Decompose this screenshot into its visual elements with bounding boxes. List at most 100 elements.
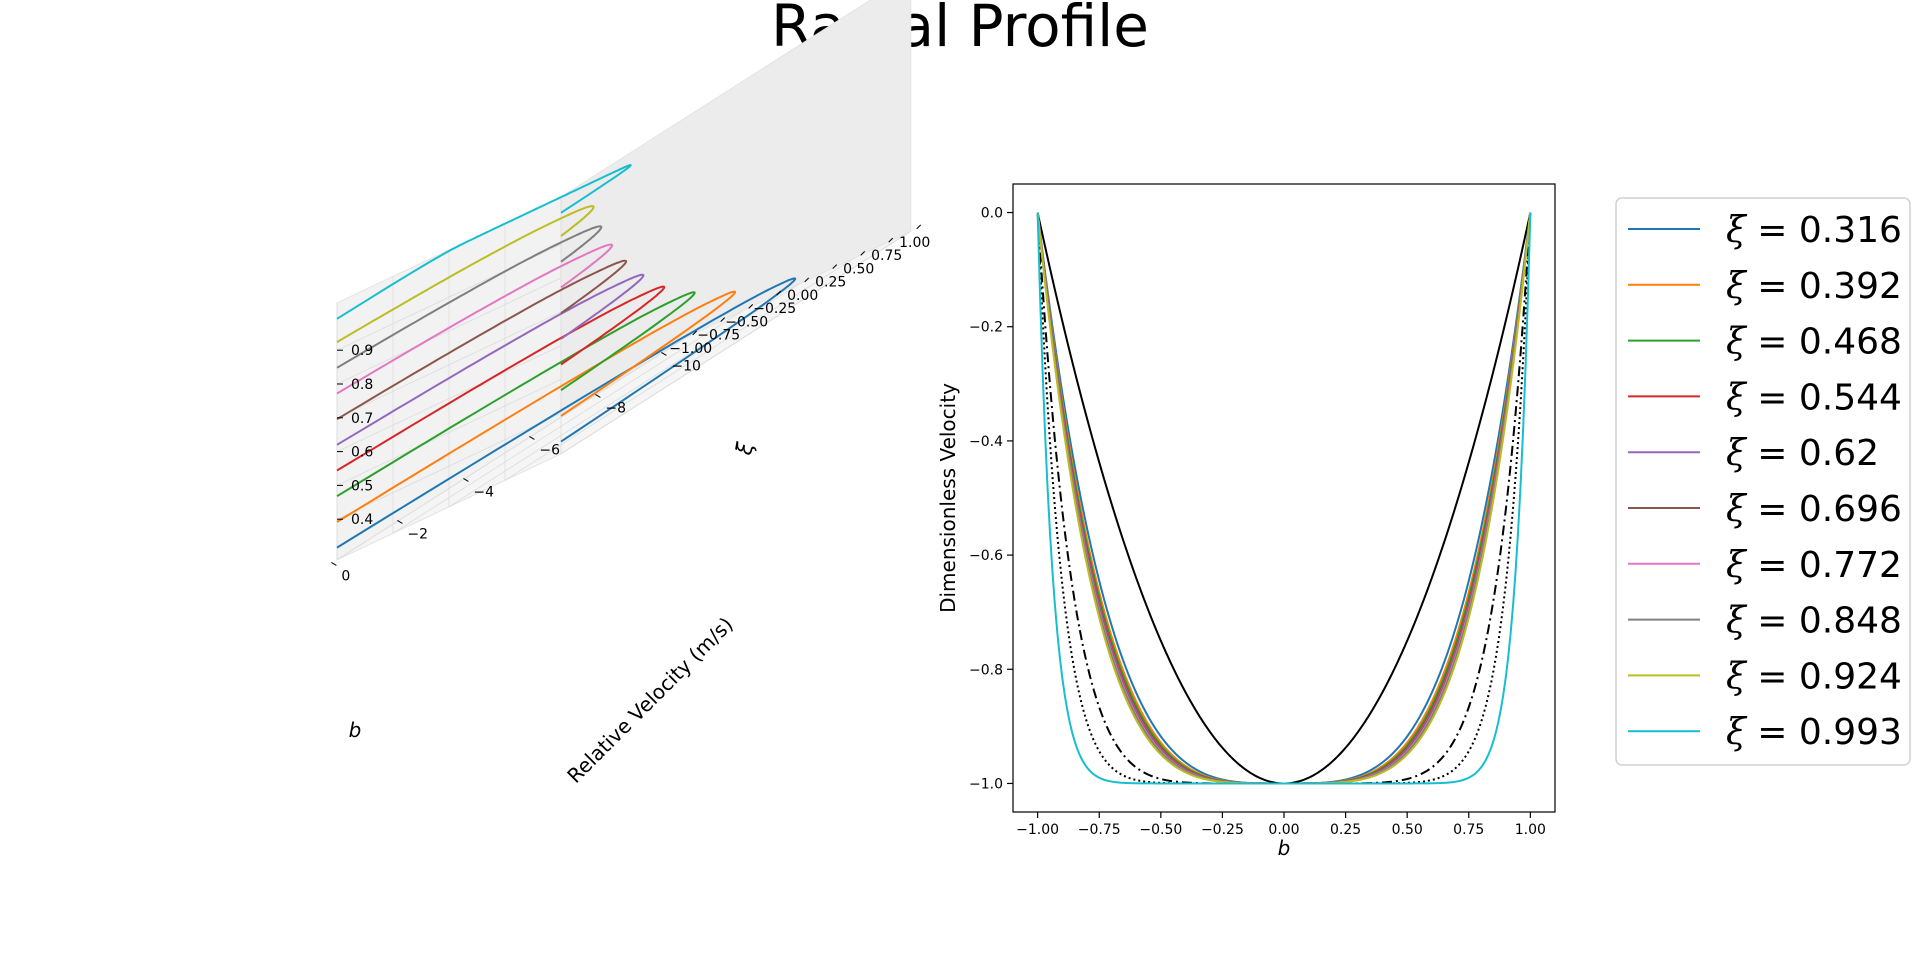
b-tick-mark	[860, 251, 866, 256]
legend-box	[1615, 197, 1911, 766]
series-3d-line-6	[336, 259, 628, 421]
series-3d-line-8	[336, 225, 603, 369]
reference-curve-solid	[1036, 212, 1532, 785]
b-axis-label: b	[349, 718, 362, 742]
legend-label: ξ = 0.316	[1726, 210, 1902, 251]
x-tick-label: 0.75	[1453, 822, 1484, 838]
b-tick-mark	[804, 277, 810, 283]
legend-label: ξ = 0.993	[1726, 712, 1902, 753]
reference-curve-dashed	[1036, 212, 1532, 785]
xi-tick-label: 0.8	[351, 377, 373, 393]
x-tick-label: −0.25	[1201, 822, 1244, 838]
series-3d-line-4	[336, 285, 666, 472]
plot-area-2d	[1036, 212, 1532, 785]
legend-label: ξ = 0.848	[1726, 601, 1902, 642]
b-tick-label: 0.75	[871, 248, 902, 264]
chart-3d-velocity: 1.000.750.500.250.00−0.25−0.50−0.75−1.00…	[331, 0, 930, 788]
x-tick-label: 0.50	[1392, 822, 1423, 838]
grid-line	[504, 257, 856, 481]
b-tick-label: 0.50	[843, 261, 874, 277]
v-tick-mark	[463, 477, 469, 482]
series-line-2	[1036, 212, 1532, 785]
x-tick-label: −0.50	[1139, 822, 1182, 838]
v-tick-mark	[331, 561, 337, 566]
x-tick-label: 0.25	[1330, 822, 1361, 838]
y-tick-label: −0.4	[969, 434, 1003, 450]
grid-line	[392, 310, 744, 534]
series-line-10	[1036, 212, 1532, 785]
series-line-7	[1036, 212, 1532, 785]
b-tick-mark	[720, 317, 726, 322]
xi-tick-label: 0.5	[351, 478, 373, 494]
v-tick-label: 0	[341, 568, 350, 584]
series-3d-line-9	[336, 205, 595, 343]
y-tick-label: 0.0	[981, 206, 1003, 222]
v-tick-label: −4	[473, 484, 494, 500]
x-tick-label: −1.00	[1016, 822, 1059, 838]
b-tick-mark	[776, 290, 782, 296]
b-tick-mark	[916, 224, 922, 230]
series-line-1	[1036, 212, 1532, 785]
b-tick-mark	[888, 237, 894, 243]
series-line-6	[1036, 212, 1532, 785]
b-tick-label: −1.00	[669, 341, 712, 357]
x-tick-label: −0.75	[1078, 822, 1121, 838]
x-axis-label: b	[1278, 836, 1291, 860]
series-3d-line-1	[336, 277, 797, 549]
curves-3d	[336, 164, 797, 549]
v-tick-label: −6	[539, 442, 560, 458]
v-tick-mark	[595, 393, 601, 398]
grid-line	[336, 336, 688, 561]
v-tick-label: −10	[671, 358, 701, 374]
reference-curve-dashdot	[1036, 212, 1532, 785]
v-tick-mark	[529, 435, 535, 440]
y-tick-label: −0.6	[969, 548, 1003, 564]
legend-label: ξ = 0.62	[1726, 433, 1879, 474]
x-tick-label: 0.00	[1268, 822, 1299, 838]
legend-label: ξ = 0.696	[1726, 489, 1902, 530]
v-tick-mark	[661, 351, 667, 356]
legend: ξ = 0.316 ξ = 0.392 ξ = 0.468 ξ = 0.544 ξ = …	[1615, 197, 1911, 766]
series-line-8	[1036, 212, 1532, 785]
series-3d-line-3	[336, 291, 696, 498]
xi-axis-label: ξ	[732, 440, 759, 458]
grid-line	[336, 379, 562, 486]
b-tick-label: −0.50	[725, 314, 768, 330]
legend-label: ξ = 0.924	[1726, 656, 1902, 697]
grid-line	[336, 311, 562, 419]
reference-curve-dotted	[1036, 212, 1532, 785]
v-axis-label: Relative Velocity (m/s)	[562, 612, 737, 787]
legend-label: ξ = 0.392	[1726, 266, 1902, 307]
v-tick-label: −8	[605, 400, 626, 416]
b-tick-label: 1.00	[899, 235, 930, 251]
b-tick-mark	[748, 304, 754, 309]
y-tick-label: −1.0	[969, 776, 1003, 792]
series-3d-line-5	[336, 273, 645, 446]
y-tick-label: −0.2	[969, 320, 1003, 336]
xi-tick-label: 0.9	[351, 343, 373, 359]
b-tick-label: −0.75	[697, 328, 740, 344]
series-3d-line-2	[336, 290, 736, 523]
b-tick-label: −0.25	[753, 301, 796, 317]
plot-frame-2d	[1012, 183, 1556, 813]
series-3d-line-10	[336, 164, 633, 320]
legend-label: ξ = 0.772	[1726, 545, 1902, 586]
b-tick-label: 0.25	[815, 275, 846, 291]
y-tick-label: −0.8	[969, 662, 1003, 678]
legend-label: ξ = 0.544	[1726, 377, 1902, 418]
b-tick-mark	[832, 264, 838, 269]
series-line-5	[1036, 212, 1532, 785]
series-line-9	[1036, 212, 1532, 785]
v-tick-mark	[397, 519, 403, 524]
b-tick-mark	[692, 330, 698, 336]
grid-line	[336, 412, 562, 520]
grid-line	[336, 345, 562, 452]
v-tick-label: −2	[407, 526, 428, 542]
xi-tick-label: 0.6	[351, 445, 373, 461]
series-line-4	[1036, 212, 1532, 785]
series-line-3	[1036, 212, 1532, 785]
legend-label: ξ = 0.468	[1726, 322, 1902, 363]
grid-line	[560, 230, 912, 455]
x-tick-label: 1.00	[1515, 822, 1546, 838]
xi-tick-label: 0.4	[351, 512, 373, 528]
